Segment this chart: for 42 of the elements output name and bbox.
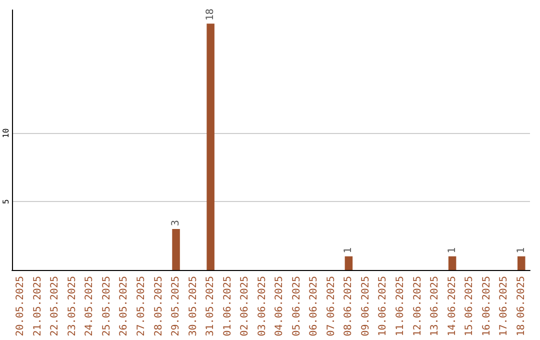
- x-tick-label: 04.06.2025: [274, 276, 286, 336]
- x-tick-label: 30.05.2025: [188, 276, 199, 336]
- x-tick-label: 22.05.2025: [50, 276, 61, 336]
- data-label: 18: [205, 8, 216, 21]
- x-tick-label: 05.06.2025: [291, 276, 302, 336]
- bar: [206, 24, 214, 270]
- y-tick-label: 5: [2, 198, 10, 204]
- data-label: 1: [516, 247, 527, 254]
- x-tick-label: 25.05.2025: [101, 276, 112, 336]
- bar: [172, 228, 180, 270]
- x-tick-label: 23.05.2025: [66, 276, 78, 336]
- bar: [344, 256, 353, 270]
- x-tick-label: 02.06.2025: [240, 276, 251, 336]
- x-tick-label: 29.05.2025: [170, 276, 182, 336]
- x-tick-label: 15.06.2025: [464, 276, 476, 336]
- x-tick-label: 17.06.2025: [498, 276, 510, 336]
- data-label: 1: [343, 247, 354, 254]
- x-tick-label: 21.05.2025: [32, 276, 44, 336]
- x-tick-label: 01.06.2025: [222, 276, 234, 336]
- x-tick-label: 20.05.2025: [15, 276, 26, 336]
- x-tick-label: 31.05.2025: [205, 276, 216, 336]
- bar: [448, 256, 456, 270]
- x-tick-label: 08.06.2025: [343, 276, 354, 336]
- x-tick-label: 24.05.2025: [84, 276, 96, 336]
- x-tick-label: 12.06.2025: [412, 276, 424, 336]
- data-label: 1: [446, 247, 458, 254]
- x-tick-label: 11.06.2025: [395, 276, 406, 336]
- x-tick-label: 26.05.2025: [118, 276, 130, 336]
- x-tick-label: 13.06.2025: [430, 276, 441, 336]
- x-tick-label: 14.06.2025: [446, 276, 458, 336]
- x-tick-label: 06.06.2025: [308, 276, 320, 336]
- x-tick-label: 16.06.2025: [481, 276, 492, 336]
- y-tick-label: 10: [2, 128, 10, 138]
- x-tick-label: 27.05.2025: [136, 276, 147, 336]
- x-tick-label: 03.06.2025: [256, 276, 268, 336]
- x-tick-label: 28.05.2025: [153, 276, 164, 336]
- x-tick-label: 18.06.2025: [516, 276, 527, 336]
- x-tick-label: 09.06.2025: [360, 276, 372, 336]
- x-tick-label: 10.06.2025: [378, 276, 389, 336]
- bar: [517, 256, 526, 270]
- x-tick-label: 07.06.2025: [326, 276, 337, 336]
- data-label: 3: [170, 220, 182, 226]
